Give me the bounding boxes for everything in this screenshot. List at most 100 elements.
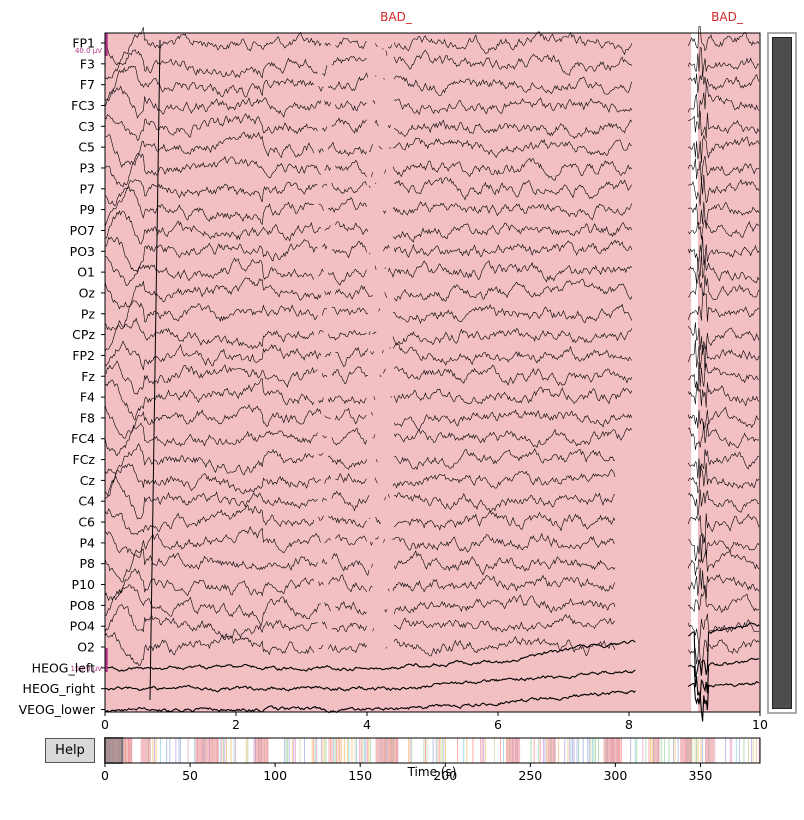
annotation-span-1[interactable] [697, 33, 760, 712]
overview-view-window[interactable] [104, 737, 124, 764]
overview-event-stripe [343, 738, 345, 763]
trace-p3 [104, 152, 760, 188]
help-button[interactable]: Help [45, 738, 95, 763]
overview-event-stripe [233, 738, 235, 763]
channel-label-f4[interactable]: F4 [80, 390, 95, 405]
channel-label-f8[interactable]: F8 [80, 410, 95, 425]
overview-event-stripe [729, 738, 731, 763]
channel-label-fc4[interactable]: FC4 [71, 431, 95, 446]
overview-event-stripe [591, 738, 593, 763]
channel-label-fc3[interactable]: FC3 [71, 98, 95, 113]
overview-tick-label: 350 [689, 768, 713, 783]
time-axis-ticks: 0 2 4 6 8 10 [101, 712, 768, 732]
scale-bar-layer: 40.0 µV 150.0 µV [70, 33, 108, 673]
channel-label-fcz[interactable]: FCz [73, 452, 96, 467]
overview-event-stripe [291, 738, 293, 763]
channel-label-cz[interactable]: Cz [80, 473, 96, 488]
channel-label-c6[interactable]: C6 [78, 515, 95, 530]
overview-event-stripe [322, 738, 324, 763]
trace-po7 [104, 210, 760, 245]
channel-label-p10[interactable]: P10 [72, 577, 95, 592]
channel-label-o1[interactable]: O1 [77, 265, 95, 280]
channel-label-fz[interactable]: Fz [81, 369, 95, 384]
overview-event-stripe [325, 738, 327, 763]
channel-scrollbar-thumb[interactable] [772, 37, 792, 709]
overview-bad-span [652, 738, 660, 763]
overview-bad-span [254, 738, 269, 763]
overview-frame [104, 737, 761, 764]
overview-event-stripe [187, 738, 189, 763]
overview-event-stripe [288, 738, 290, 763]
overview-event-stripe [725, 738, 727, 763]
overview-bad-span [105, 738, 133, 763]
overview-bad-span [547, 738, 556, 763]
overview-event-stripe [472, 738, 474, 763]
channel-label-c3[interactable]: C3 [78, 119, 95, 134]
time-tick-label: 6 [494, 717, 502, 732]
trace-p4 [104, 526, 760, 562]
channel-label-f3[interactable]: F3 [80, 56, 95, 71]
overview-event-stripe [340, 738, 342, 763]
overview-event-stripe [314, 738, 316, 763]
trace-po3 [104, 235, 760, 273]
channel-label-oz[interactable]: Oz [79, 285, 96, 300]
eeg-traces-axes[interactable]: 40.0 µV 150.0 µV FP1 F3 F7 FC3 C3 C5 P3 P7 P9 PO7 P… [19, 10, 768, 732]
channel-label-p8[interactable]: P8 [80, 556, 96, 571]
overview-event-stripe [636, 738, 638, 763]
channel-label-fp2[interactable]: FP2 [72, 348, 95, 363]
channel-scrollbar[interactable] [767, 32, 797, 714]
overview-event-stripe [538, 738, 540, 763]
channel-label-po4[interactable]: PO4 [70, 619, 95, 634]
channel-label-po3[interactable]: PO3 [70, 244, 95, 259]
channel-label-p9[interactable]: P9 [80, 202, 96, 217]
overview-event-stripe [313, 738, 315, 763]
overview-event-stripe [245, 738, 247, 763]
channel-label-pz[interactable]: Pz [81, 306, 96, 321]
overview-event-stripe [483, 738, 485, 763]
overview-event-stripe [152, 738, 154, 763]
channel-label-cpz[interactable]: CPz [72, 327, 95, 342]
channel-label-p4[interactable]: P4 [80, 535, 96, 550]
overview-event-stripe [426, 738, 428, 763]
overview-event-stripe [235, 738, 237, 763]
overview-event-stripe [360, 738, 362, 763]
channel-label-po7[interactable]: PO7 [70, 223, 95, 238]
trace-oz [104, 274, 760, 310]
overview-event-stripe [539, 738, 541, 763]
overview-event-stripe [363, 738, 365, 763]
trace-cz [104, 462, 760, 497]
overview-event-stripe [178, 738, 180, 763]
overview-event-stripe [648, 738, 650, 763]
overview-bar[interactable]: 0 50 100 150 200 250 300 350 Time (s) [101, 737, 761, 783]
overview-ticks: 0 50 100 150 200 250 300 350 [101, 763, 712, 783]
channel-label-f7[interactable]: F7 [80, 77, 95, 92]
overview-xlabel: Time (s) [407, 765, 457, 779]
channel-label-veog_lower[interactable]: VEOG_lower [19, 702, 96, 717]
overview-event-stripe [221, 738, 223, 763]
overview-event-stripe [572, 738, 573, 763]
overview-event-stripe [570, 738, 572, 763]
overview-bad-span [680, 738, 692, 763]
channel-label-p7[interactable]: P7 [80, 181, 96, 196]
trace-f3 [104, 47, 760, 80]
overview-event-stripe [463, 738, 465, 763]
channel-label-heog_right[interactable]: HEOG_right [23, 681, 96, 696]
trace-fz [104, 360, 760, 395]
overview-event-stripe [287, 738, 289, 763]
annotation-span-0[interactable] [105, 33, 692, 712]
channel-label-p3[interactable]: P3 [80, 160, 96, 175]
overview-event-stripe [466, 738, 468, 763]
channel-label-po8[interactable]: PO8 [70, 598, 95, 613]
overview-event-stripe [311, 738, 313, 763]
overview-event-stripe [337, 738, 339, 763]
channel-label-c4[interactable]: C4 [78, 494, 95, 509]
channel-label-heog_left[interactable]: HEOG_left [32, 660, 95, 675]
overview-event-stripe [568, 738, 570, 763]
channel-label-o2[interactable]: O2 [77, 640, 95, 655]
overview-event-stripe [673, 738, 674, 763]
channel-label-fp1[interactable]: FP1 [72, 36, 95, 51]
eeg-scale-label: 40.0 µV [75, 47, 102, 55]
channel-label-c5[interactable]: C5 [78, 140, 95, 155]
time-tick-label: 10 [752, 717, 768, 732]
